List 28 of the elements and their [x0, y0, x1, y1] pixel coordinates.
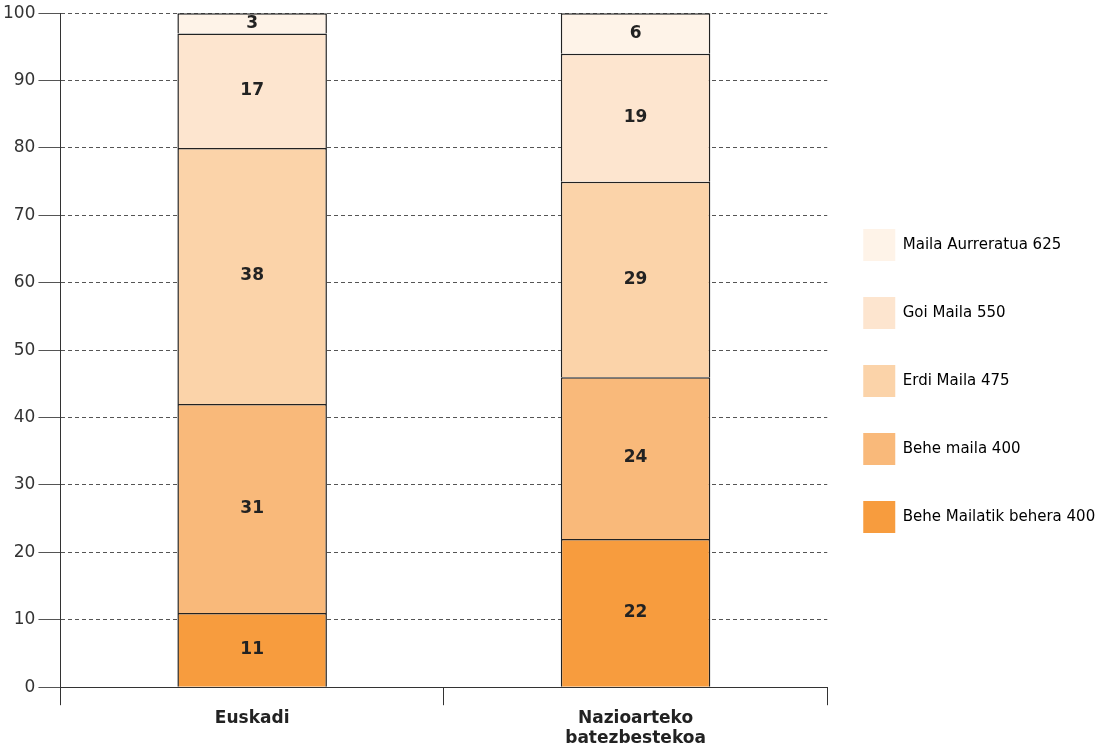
y-tick-label: 90	[13, 69, 36, 90]
data-label: 17	[240, 79, 264, 100]
y-tick-label: 100	[2, 1, 36, 22]
data-label: 29	[623, 267, 648, 288]
legend-label: Erdi Maila 475	[902, 370, 1010, 389]
legend-label: Behe Mailatik behera 400	[902, 506, 1096, 525]
legend-label: Goi Maila 550	[902, 302, 1006, 321]
data-label: 6	[629, 21, 642, 42]
data-label: 3	[246, 11, 259, 32]
y-tick-label: 70	[13, 203, 36, 224]
y-tick-label: 60	[13, 271, 36, 292]
y-tick-label: 30	[13, 473, 36, 494]
data-label: 24	[623, 446, 648, 467]
y-tick-label: 50	[13, 338, 36, 359]
y-tick-label: 0	[24, 675, 36, 696]
data-label: 22	[623, 601, 648, 622]
data-label: 38	[240, 264, 264, 285]
y-tick-label: 40	[13, 406, 36, 427]
x-tick-label: Nazioarteko batezbestekoa	[565, 706, 706, 748]
y-tick-label: 10	[13, 608, 36, 629]
legend-label: Maila Aurreratua 625	[902, 234, 1062, 253]
data-label: 31	[240, 497, 264, 518]
data-label: 19	[623, 106, 648, 127]
y-tick-label: 80	[13, 136, 36, 157]
legend-label: Behe maila 400	[902, 438, 1021, 457]
y-tick-label: 20	[13, 540, 36, 561]
data-label: 11	[240, 638, 264, 659]
x-tick-label: Euskadi	[214, 706, 290, 727]
